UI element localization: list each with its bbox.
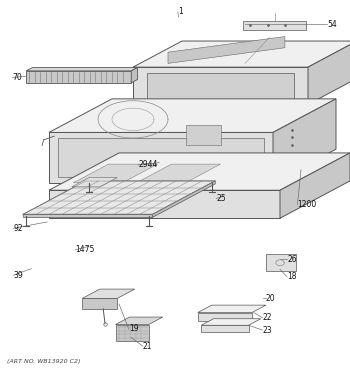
Polygon shape: [49, 190, 280, 218]
Polygon shape: [23, 181, 215, 214]
Polygon shape: [72, 178, 117, 187]
Text: (ART NO. WB13920 C2): (ART NO. WB13920 C2): [7, 359, 80, 364]
Polygon shape: [116, 317, 163, 325]
Text: 23: 23: [262, 326, 272, 335]
Polygon shape: [23, 214, 152, 217]
Polygon shape: [168, 37, 285, 63]
Polygon shape: [26, 68, 138, 71]
Polygon shape: [133, 67, 308, 104]
Polygon shape: [266, 254, 296, 271]
Polygon shape: [198, 305, 266, 313]
Polygon shape: [198, 313, 252, 321]
Polygon shape: [152, 181, 215, 217]
Polygon shape: [243, 21, 306, 30]
Polygon shape: [186, 125, 220, 145]
Polygon shape: [82, 298, 117, 309]
Text: 25: 25: [216, 194, 226, 203]
Polygon shape: [133, 41, 350, 67]
Polygon shape: [201, 325, 248, 332]
Polygon shape: [147, 73, 294, 99]
Text: 2944: 2944: [138, 160, 158, 169]
Text: 18: 18: [287, 272, 296, 281]
Polygon shape: [136, 164, 220, 183]
Text: 39: 39: [13, 271, 23, 280]
Polygon shape: [131, 68, 138, 83]
Text: 1475: 1475: [75, 245, 94, 254]
Polygon shape: [280, 153, 350, 218]
Polygon shape: [58, 138, 264, 177]
Text: 92: 92: [13, 224, 23, 233]
Text: 70: 70: [12, 73, 22, 82]
Polygon shape: [49, 99, 336, 132]
Text: 54: 54: [327, 20, 337, 29]
Text: 20: 20: [266, 294, 276, 303]
Text: 19: 19: [129, 325, 139, 333]
Polygon shape: [74, 164, 158, 183]
Polygon shape: [82, 289, 135, 298]
Polygon shape: [49, 153, 350, 190]
Polygon shape: [273, 99, 336, 183]
Polygon shape: [201, 319, 261, 325]
Polygon shape: [26, 71, 131, 83]
Polygon shape: [308, 41, 350, 104]
Text: 1: 1: [178, 7, 183, 16]
Polygon shape: [116, 325, 149, 341]
Polygon shape: [49, 132, 273, 183]
Text: 21: 21: [143, 342, 152, 351]
Text: 1200: 1200: [298, 200, 317, 209]
Text: 22: 22: [262, 313, 272, 322]
Text: 26: 26: [287, 255, 297, 264]
